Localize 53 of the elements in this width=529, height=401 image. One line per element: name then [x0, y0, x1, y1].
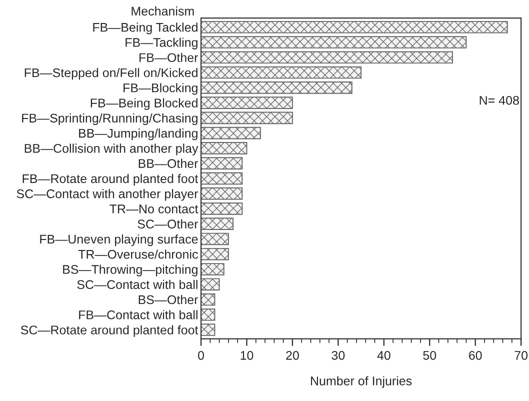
y-tick-label: TR—No contact — [110, 204, 198, 214]
y-tick-label: TR—Overuse/chronic — [78, 250, 198, 259]
bar — [201, 232, 229, 246]
y-tick-label: FB—Being Blocked — [90, 98, 198, 110]
y-tick-label: BS—Throwing—pitching — [63, 264, 198, 276]
bar — [201, 293, 216, 306]
bar — [201, 324, 216, 336]
bar — [201, 187, 243, 200]
bar — [201, 263, 224, 276]
y-tick-label: FB—Sprinting/Running/Chasing — [22, 113, 198, 126]
y-tick-label: SC—Other — [138, 219, 198, 228]
y-tick-label: FB—Stepped on/Fell on/Kicked — [24, 68, 198, 80]
y-tick-label: SC—Contact with ball — [77, 280, 198, 290]
y-tick-label: BS—Other — [138, 294, 198, 304]
bar — [201, 112, 293, 124]
y-tick-label: SC—Rotate around planted foot — [20, 325, 198, 337]
y-tick-label: FB—Rotate around planted foot — [22, 174, 198, 186]
x-tick-label: 70 — [514, 350, 528, 360]
bar — [201, 142, 248, 154]
bar — [201, 126, 261, 140]
y-tick-label: FB—Tackling — [126, 38, 198, 50]
bar — [201, 96, 293, 109]
y-tick-label: BB—Collision with another play — [24, 144, 198, 156]
x-tick-label: 40 — [377, 350, 390, 360]
y-tick-label: SC—Contact with another player — [16, 189, 198, 201]
bar — [201, 202, 243, 215]
y-tick-label: FB—Being Tackled — [93, 22, 198, 34]
bar — [201, 278, 220, 291]
x-tick-label: 0 — [198, 350, 204, 360]
y-tick-label: FB—Uneven playing surface — [40, 234, 198, 246]
bar — [201, 157, 243, 170]
bar — [201, 81, 352, 94]
y-tick-label: BB—Jumping/landing — [79, 128, 198, 140]
x-tick-label: 10 — [240, 350, 254, 360]
x-tick-label: 50 — [423, 350, 436, 360]
x-tick-label: 30 — [332, 350, 345, 360]
bar — [201, 248, 229, 260]
bar — [201, 20, 508, 34]
bar — [201, 172, 243, 185]
y-tick-label: FB—Blocking — [124, 83, 198, 95]
annotation: N= 408 — [480, 96, 519, 105]
bar — [201, 36, 467, 48]
bar — [201, 308, 216, 321]
y-tick-label: FB—Other — [140, 52, 198, 62]
bar — [201, 218, 234, 230]
x-tick-label: 60 — [469, 350, 482, 360]
x-tick-label: 20 — [286, 350, 299, 360]
y-axis-title: Mechanism — [132, 6, 194, 16]
y-tick-label: BB—Other — [138, 158, 198, 168]
bar — [201, 66, 362, 79]
bar — [201, 51, 453, 64]
y-tick-label: FB—Contact with ball — [79, 310, 198, 320]
x-axis-title: Number of Injuries — [311, 376, 412, 388]
